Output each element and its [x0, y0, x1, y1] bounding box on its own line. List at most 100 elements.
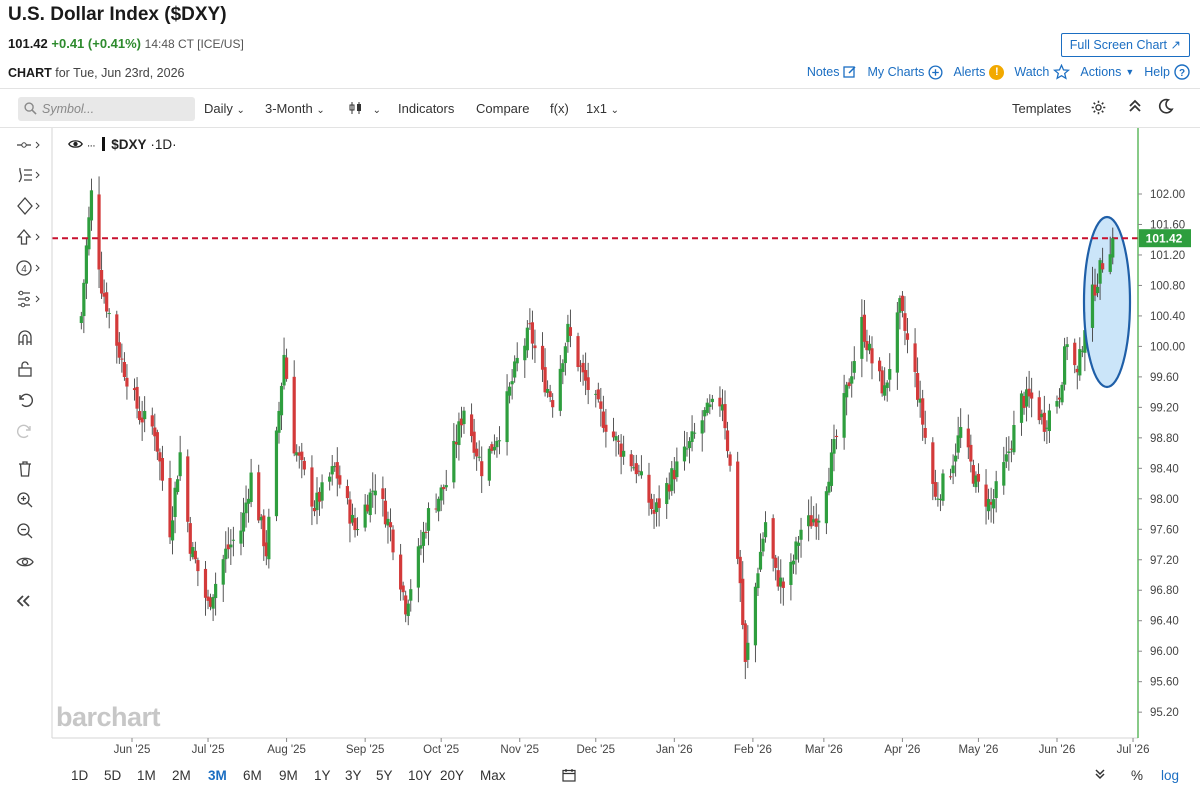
- candle-body: [490, 444, 494, 451]
- collapse-icon[interactable]: [1128, 98, 1142, 117]
- candle-body: [176, 479, 180, 492]
- magnet-icon[interactable]: [16, 327, 44, 349]
- range-1d[interactable]: 1D: [71, 768, 89, 783]
- range-3y[interactable]: 3Y: [345, 768, 362, 783]
- candle-body: [665, 483, 669, 505]
- candle-body: [475, 448, 479, 457]
- candle-body: [814, 518, 818, 527]
- candle-body: [913, 343, 917, 372]
- more-icon[interactable]: ···: [86, 140, 96, 152]
- range-6m[interactable]: 6M: [243, 768, 262, 783]
- candle-body: [153, 427, 157, 437]
- templates-button[interactable]: Templates: [1012, 101, 1072, 116]
- eye-icon[interactable]: [16, 551, 44, 573]
- zoom-out-icon[interactable]: [16, 520, 44, 542]
- candle-body: [761, 538, 765, 552]
- dark-mode-icon[interactable]: [1157, 98, 1174, 118]
- candle-body: [941, 473, 945, 501]
- candle-body: [277, 410, 281, 433]
- zoom-in-icon[interactable]: [16, 489, 44, 511]
- candle-body: [900, 295, 905, 311]
- watch-link[interactable]: Watch: [1014, 64, 1071, 80]
- plus-circle-icon: [928, 64, 943, 80]
- chart-label: CHART: [8, 66, 52, 80]
- trash-icon[interactable]: [16, 458, 44, 480]
- highlight-ellipse[interactable]: [1082, 215, 1132, 389]
- range-10y[interactable]: 10Y: [408, 768, 433, 783]
- candle-body: [226, 544, 230, 550]
- compare-button[interactable]: Compare: [476, 101, 530, 116]
- full-screen-chart-button[interactable]: Full Screen Chart ↗: [1060, 33, 1190, 57]
- range-3m[interactable]: 3M: [208, 768, 227, 783]
- y-tick-label: 98.00: [1150, 494, 1179, 506]
- range-2m[interactable]: 2M: [172, 768, 191, 783]
- candle-body: [229, 544, 233, 548]
- range-5y[interactable]: 5Y: [376, 768, 393, 783]
- candle-body: [97, 194, 101, 270]
- candle-body: [317, 491, 322, 502]
- alerts-link[interactable]: Alerts !: [953, 64, 1005, 80]
- range-9m[interactable]: 9M: [279, 768, 298, 783]
- calendar-icon[interactable]: [562, 768, 576, 785]
- candle-body: [581, 362, 585, 373]
- my-charts-link[interactable]: My Charts: [867, 64, 943, 80]
- candle-body: [756, 573, 760, 589]
- range-max[interactable]: Max: [480, 768, 506, 783]
- log-scale-toggle[interactable]: log: [1161, 768, 1180, 783]
- x-tick-label: Dec '25: [576, 744, 615, 756]
- collapse-left-icon[interactable]: [16, 590, 44, 612]
- shape-tool-icon[interactable]: [16, 195, 44, 217]
- help-link[interactable]: Help ?: [1144, 64, 1190, 80]
- last-price-tag: [1139, 229, 1191, 248]
- range-20y[interactable]: 20Y: [440, 768, 465, 783]
- arrow-tool-icon[interactable]: [16, 226, 44, 248]
- candle-body: [469, 414, 474, 437]
- actions-menu[interactable]: Actions ▼: [1080, 65, 1134, 79]
- candle-body: [399, 554, 403, 590]
- y-tick-label: 95.60: [1150, 677, 1179, 689]
- percent-scale-toggle[interactable]: %: [1131, 768, 1144, 783]
- candle-body: [345, 486, 350, 499]
- lock-icon[interactable]: [16, 358, 44, 380]
- period-select[interactable]: 3-Month ⌄: [265, 101, 325, 116]
- my-charts-label: My Charts: [867, 65, 925, 79]
- elliott-wave-icon[interactable]: 4: [16, 257, 44, 279]
- layout-select[interactable]: 1x1 ⌄: [586, 101, 619, 116]
- line-tool-icon[interactable]: [16, 134, 44, 156]
- candle-body: [178, 452, 182, 477]
- range-1m[interactable]: 1M: [137, 768, 156, 783]
- candle-body: [789, 561, 793, 585]
- candle-body: [969, 444, 973, 462]
- candle-body: [373, 490, 377, 496]
- candle-body: [708, 404, 712, 408]
- candle-body: [508, 386, 512, 396]
- x-tick-label: Sep '25: [346, 744, 385, 756]
- fib-tool-icon[interactable]: [16, 164, 44, 186]
- function-button[interactable]: f(x): [550, 101, 569, 116]
- indicators-button[interactable]: Indicators: [398, 101, 455, 116]
- interval-select[interactable]: Daily ⌄: [204, 101, 245, 116]
- chart-type-select[interactable]: ⌄: [349, 101, 381, 116]
- candle-body: [388, 522, 393, 528]
- candle-body: [921, 398, 925, 425]
- candle-body: [310, 467, 314, 507]
- candle-body: [363, 504, 367, 528]
- candle-body: [614, 436, 618, 441]
- quote-line: 101.42 +0.41 (+0.41%) 14:48 CT [ICE/US]: [8, 36, 244, 51]
- range-1y[interactable]: 1Y: [314, 768, 331, 783]
- symbol-search-input[interactable]: Symbol...: [18, 97, 195, 121]
- eye-icon[interactable]: [68, 138, 83, 150]
- undo-icon[interactable]: [16, 389, 44, 411]
- settings-icon[interactable]: [1090, 99, 1107, 119]
- chevron-down-icon: ⌄: [610, 105, 619, 116]
- range-5d[interactable]: 5D: [104, 768, 122, 783]
- candle-body: [1002, 462, 1006, 486]
- notes-link[interactable]: Notes: [807, 65, 858, 79]
- candle-body: [214, 583, 218, 599]
- candle-body: [274, 430, 279, 517]
- double-chevron-down-icon[interactable]: [1094, 768, 1106, 783]
- candle-body: [710, 398, 714, 403]
- measure-tool-icon[interactable]: [16, 288, 44, 310]
- candle-body: [599, 401, 603, 409]
